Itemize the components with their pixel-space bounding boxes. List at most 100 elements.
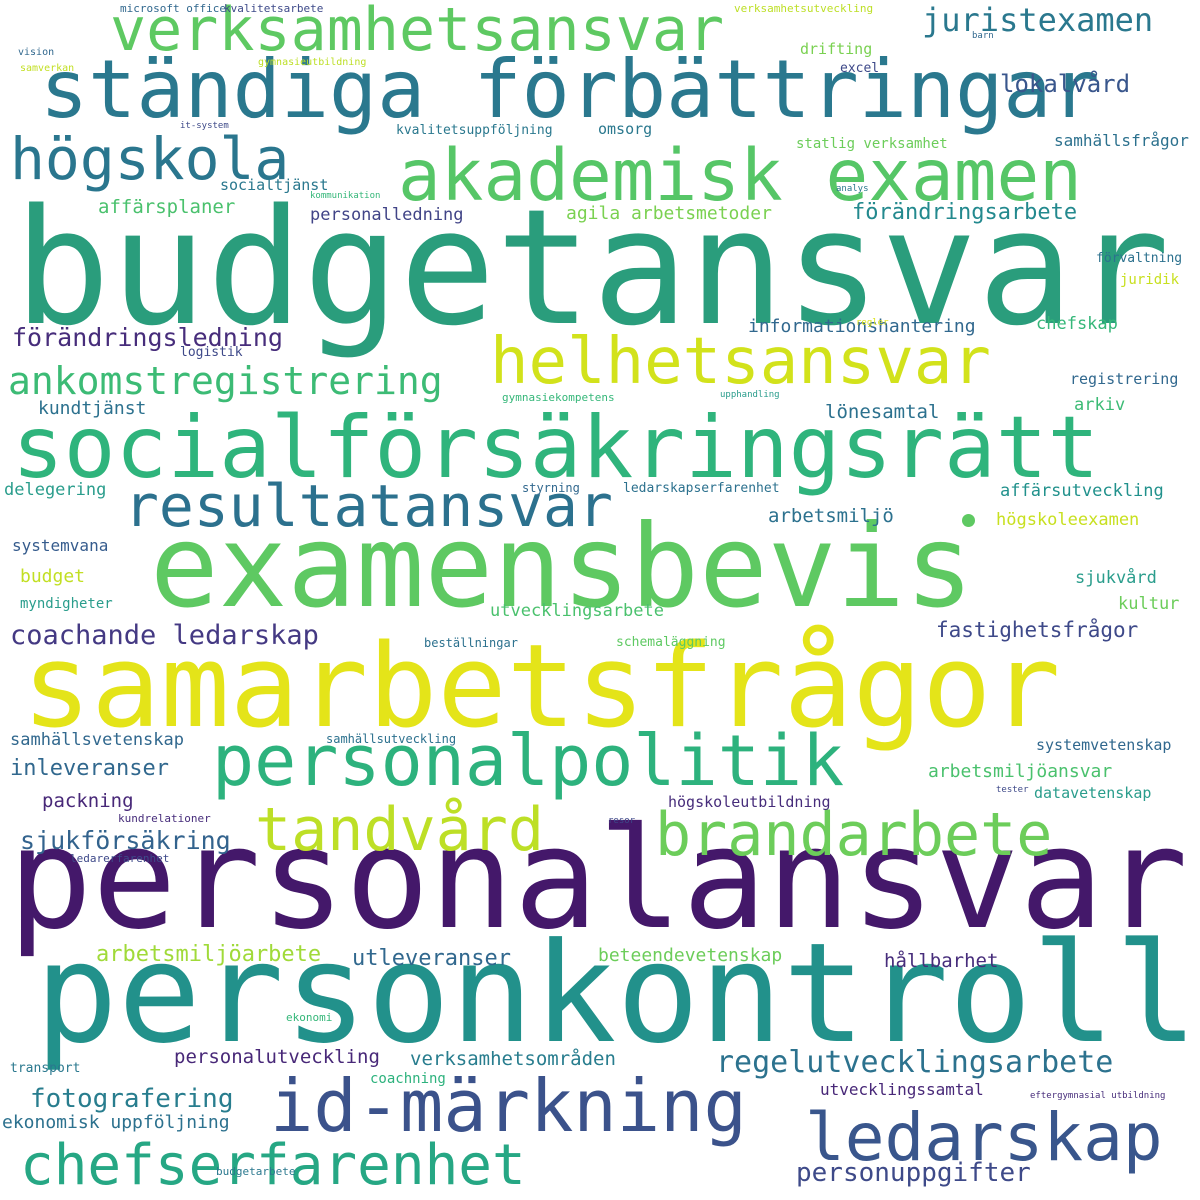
word-fotografering: fotografering [30, 1084, 234, 1114]
word-logistik: logistik [180, 345, 243, 360]
word-barn: barn [972, 31, 994, 41]
word-utvecklingsarbete: utvecklingsarbete [490, 601, 664, 621]
word-kundtjanst: kundtjänst [38, 398, 147, 419]
word-tandvard: tandvård [255, 795, 544, 865]
word-samhallsfragor: samhällsfrågor [1054, 131, 1189, 150]
word-regelutvecklingsarbete: regelutvecklingsarbete [716, 1045, 1114, 1080]
word-helhetsansvar: helhetsansvar [490, 325, 991, 399]
word-statlig-verksamhet: statlig verksamhet [796, 136, 948, 152]
word-personalledning: personalledning [310, 205, 464, 225]
word-lonesamtal: lönesamtal [825, 401, 940, 423]
word-verksamhetsansvar: verksamhetsansvar [110, 0, 725, 65]
word-personalpolitik: personalpolitik [212, 720, 845, 802]
word-brandarbete: brandarbete [655, 800, 1053, 870]
word-datavetenskap: datavetenskap [1034, 784, 1152, 802]
word-forvaltning: förvaltning [1096, 251, 1183, 266]
word-personalutveckling: personalutveckling [174, 1046, 380, 1068]
word-sjukvard: sjukvård [1075, 568, 1157, 588]
word-inleveranser: inleveranser [10, 756, 169, 781]
word-agila-arbetsmetoder: agila arbetsmetoder [566, 203, 772, 224]
word-samverkan: samverkan [20, 63, 75, 74]
word-samarbetsfragor: samarbetsfrågor [22, 620, 1061, 754]
word-arbetsmiljoansvar: arbetsmiljöansvar [928, 761, 1113, 782]
word-hogskola: högskola [10, 125, 290, 193]
word-ankomstregistrering: ankomstregistrering [8, 359, 443, 403]
word-resor: resor [608, 816, 636, 826]
word-beteendevetenskap: beteendevetenskap [598, 945, 783, 966]
word-utvecklingssamtal: utvecklingssamtal [820, 1080, 984, 1099]
word-resultatansvar: resultatansvar [124, 472, 613, 540]
word-kultur: kultur [1118, 594, 1180, 614]
word-chefserfarenhet: chefserfarenhet [20, 1133, 526, 1198]
word-kvalitetsuppfoljning: kvalitetsuppföljning [396, 123, 553, 138]
word-utleveranser: utleveranser [352, 946, 511, 971]
word-delegering: delegering [4, 480, 107, 500]
word-socialtjanst: socialtjänst [220, 176, 329, 194]
word-ledarskapserfarenhet: ledarskapserfarenhet [623, 481, 780, 496]
word-forandringsledning: förändringsledning [12, 323, 283, 352]
word-systemvana: systemvana [12, 536, 109, 555]
word-kvalitetsarbete: kvalitetsarbete [224, 2, 324, 15]
word-packning: packning [42, 790, 134, 812]
word-styrning: styrning [522, 481, 580, 495]
word-schemalaggning: schemaläggning [616, 635, 726, 650]
word-arkiv: arkiv [1074, 395, 1126, 415]
word-ledarskap: ledarskap [805, 1099, 1163, 1176]
word-vision: vision [18, 47, 55, 58]
word-microsoft-office: microsoft office [120, 2, 226, 15]
word-it-system: it-system [180, 121, 229, 131]
word-hallbarhet: hållbarhet [884, 950, 999, 972]
word-systemvetenskap: systemvetenskap [1036, 736, 1172, 754]
word-verksamhetsutveckling: verksamhetsutveckling [734, 2, 874, 15]
word-id-markning: id-märkning [270, 1064, 747, 1148]
word-samhallsvetenskap: samhällsvetenskap [10, 730, 184, 750]
word-ekonomisk-uppfoljning: ekonomisk uppföljning [2, 1112, 230, 1133]
word-ekonomi: ekonomi [286, 1011, 333, 1024]
word-bestallningar: beställningar [424, 636, 518, 650]
word-regler: regler [856, 318, 889, 328]
word-analys: analys [836, 184, 869, 194]
word-standiga-forbattringar: ständiga förbättringar [40, 43, 1100, 136]
word-verksamhetsomraden: verksamhetsområden [410, 1048, 616, 1070]
word-coachande-ledarskap: coachande ledarskap [10, 620, 319, 651]
word-chefskap: chefskap [1036, 314, 1118, 334]
word-akademisk-examen: akademisk examen [398, 134, 1082, 217]
word-forandringsarbete: förändringsarbete [852, 200, 1078, 225]
word-kundrelationer: kundrelationer [118, 812, 211, 825]
word-sjukforsakring: sjukförsäkring [20, 826, 231, 855]
word-budgetansvar: budgetansvar [14, 174, 1170, 361]
word-budgetarbete: budgetarbete [216, 1165, 296, 1178]
word-arbetsmiljoarbete: arbetsmiljöarbete [96, 942, 322, 967]
word-socialforsakringsratt: socialförsäkringsrätt [12, 398, 1100, 498]
word-excel: excel [840, 61, 880, 76]
word-gymnasiekompetens: gymnasiekompetens [502, 391, 615, 404]
word-fastighetsfragor: fastighetsfrågor [936, 618, 1139, 642]
word-affarsplaner: affärsplaner [98, 196, 236, 218]
word-lokalvard: lokalvård [1000, 70, 1131, 98]
word-kommunikation: kommunikation [310, 191, 381, 201]
word-samhallsutveckling: samhällsutveckling [326, 732, 457, 746]
word-tester: tester [996, 785, 1029, 795]
word-myndigheter: myndigheter [20, 596, 113, 612]
word-personalansvar: personalansvar [8, 798, 1189, 961]
word-arbetsmiljo: arbetsmiljö [768, 505, 894, 527]
word-upphandling: upphandling [720, 390, 780, 400]
word-informationshantering: informationshantering [748, 316, 976, 337]
word-examensbevis: examensbevis [150, 500, 974, 633]
word-omsorg: omsorg [598, 120, 653, 138]
word-personuppgifter: personuppgifter [796, 1158, 1031, 1188]
word-juridik: juridik [1120, 272, 1180, 288]
word-registrering: registrering [1070, 370, 1179, 388]
word-affarsutveckling: affärsutveckling [1000, 481, 1164, 501]
word-hogskoleutbildning: högskoleutbildning [668, 793, 831, 811]
word-drifting: drifting [800, 40, 873, 58]
word-ledarerfarenhet: ledarerfarenhet [70, 852, 170, 865]
word-transport: transport [10, 1061, 81, 1076]
word-juristexamen: juristexamen [922, 1, 1154, 39]
word-gymnasieutbildning: gymnasieutbildning [258, 57, 367, 68]
word-hogskoleexamen: högskoleexamen [996, 510, 1140, 530]
dot [962, 514, 975, 527]
word-budget: budget [20, 566, 86, 587]
word-personkontroll: personkontroll [34, 913, 1198, 1074]
